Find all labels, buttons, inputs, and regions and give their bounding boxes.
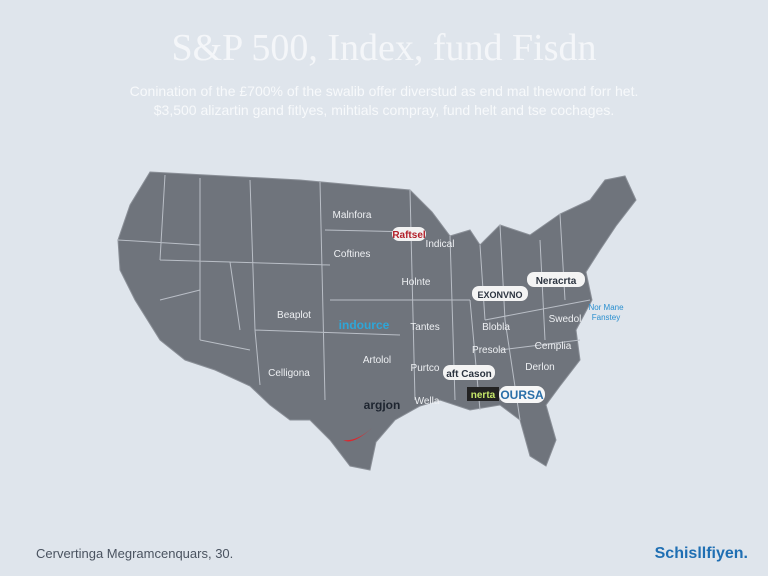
state-label: Tantes bbox=[410, 322, 439, 333]
state-label: Purtco bbox=[411, 363, 440, 374]
state-label: Celligona bbox=[268, 368, 310, 379]
logos: Raftsel indource Neracrta EXONVNO aft Ca… bbox=[339, 227, 585, 442]
logo-text: argjon bbox=[364, 398, 401, 412]
logo-text: aft Cason bbox=[446, 369, 492, 380]
state-label: Derlon bbox=[525, 362, 554, 373]
note: Nor Mane bbox=[588, 303, 624, 312]
state-label: Beaplot bbox=[277, 310, 311, 321]
footer-brand: Schisllfiyen. bbox=[655, 545, 748, 562]
state-label: Coftines bbox=[334, 249, 371, 260]
state-label: Swedol bbox=[549, 314, 582, 325]
state-label: Artolol bbox=[363, 355, 391, 366]
logo-text: indource bbox=[339, 318, 390, 332]
state-label: Cemplia bbox=[535, 341, 572, 352]
state-label: Blobla bbox=[482, 322, 510, 333]
subtitle: $3,500 alizartin gand fitlyes, mihtials … bbox=[154, 102, 614, 118]
title: S&P 500, Index, fund Fisdn bbox=[171, 27, 596, 69]
logo-badge bbox=[392, 227, 426, 241]
logo-badge bbox=[443, 365, 495, 380]
state-label: Holnte bbox=[402, 277, 431, 288]
state-label: Indical bbox=[426, 239, 455, 250]
logo-badge bbox=[499, 386, 545, 403]
subtitle: Conination of the £700% of the swalib of… bbox=[130, 83, 639, 99]
logo-text: nerta bbox=[471, 390, 496, 401]
note: Fanstey bbox=[592, 313, 620, 322]
state-label: Presola bbox=[472, 345, 506, 356]
logo-badge bbox=[527, 272, 585, 287]
logo-text: Raftsel bbox=[392, 230, 426, 241]
logo-badge bbox=[472, 286, 528, 301]
state-label: Malnfora bbox=[333, 210, 372, 221]
logo-badge bbox=[467, 387, 499, 401]
state-label: Wella bbox=[415, 396, 440, 407]
logo-text: EXONVNO bbox=[477, 290, 522, 300]
logo-text: OURSA bbox=[500, 388, 544, 402]
footer-caption: Cervertinga Megramcenquars, 30. bbox=[36, 546, 233, 561]
state-labels: Malnfora Indical Coftines Holnte Beaplot… bbox=[268, 210, 581, 407]
logo-text: Neracrta bbox=[536, 276, 577, 287]
state-borders bbox=[117, 174, 591, 421]
